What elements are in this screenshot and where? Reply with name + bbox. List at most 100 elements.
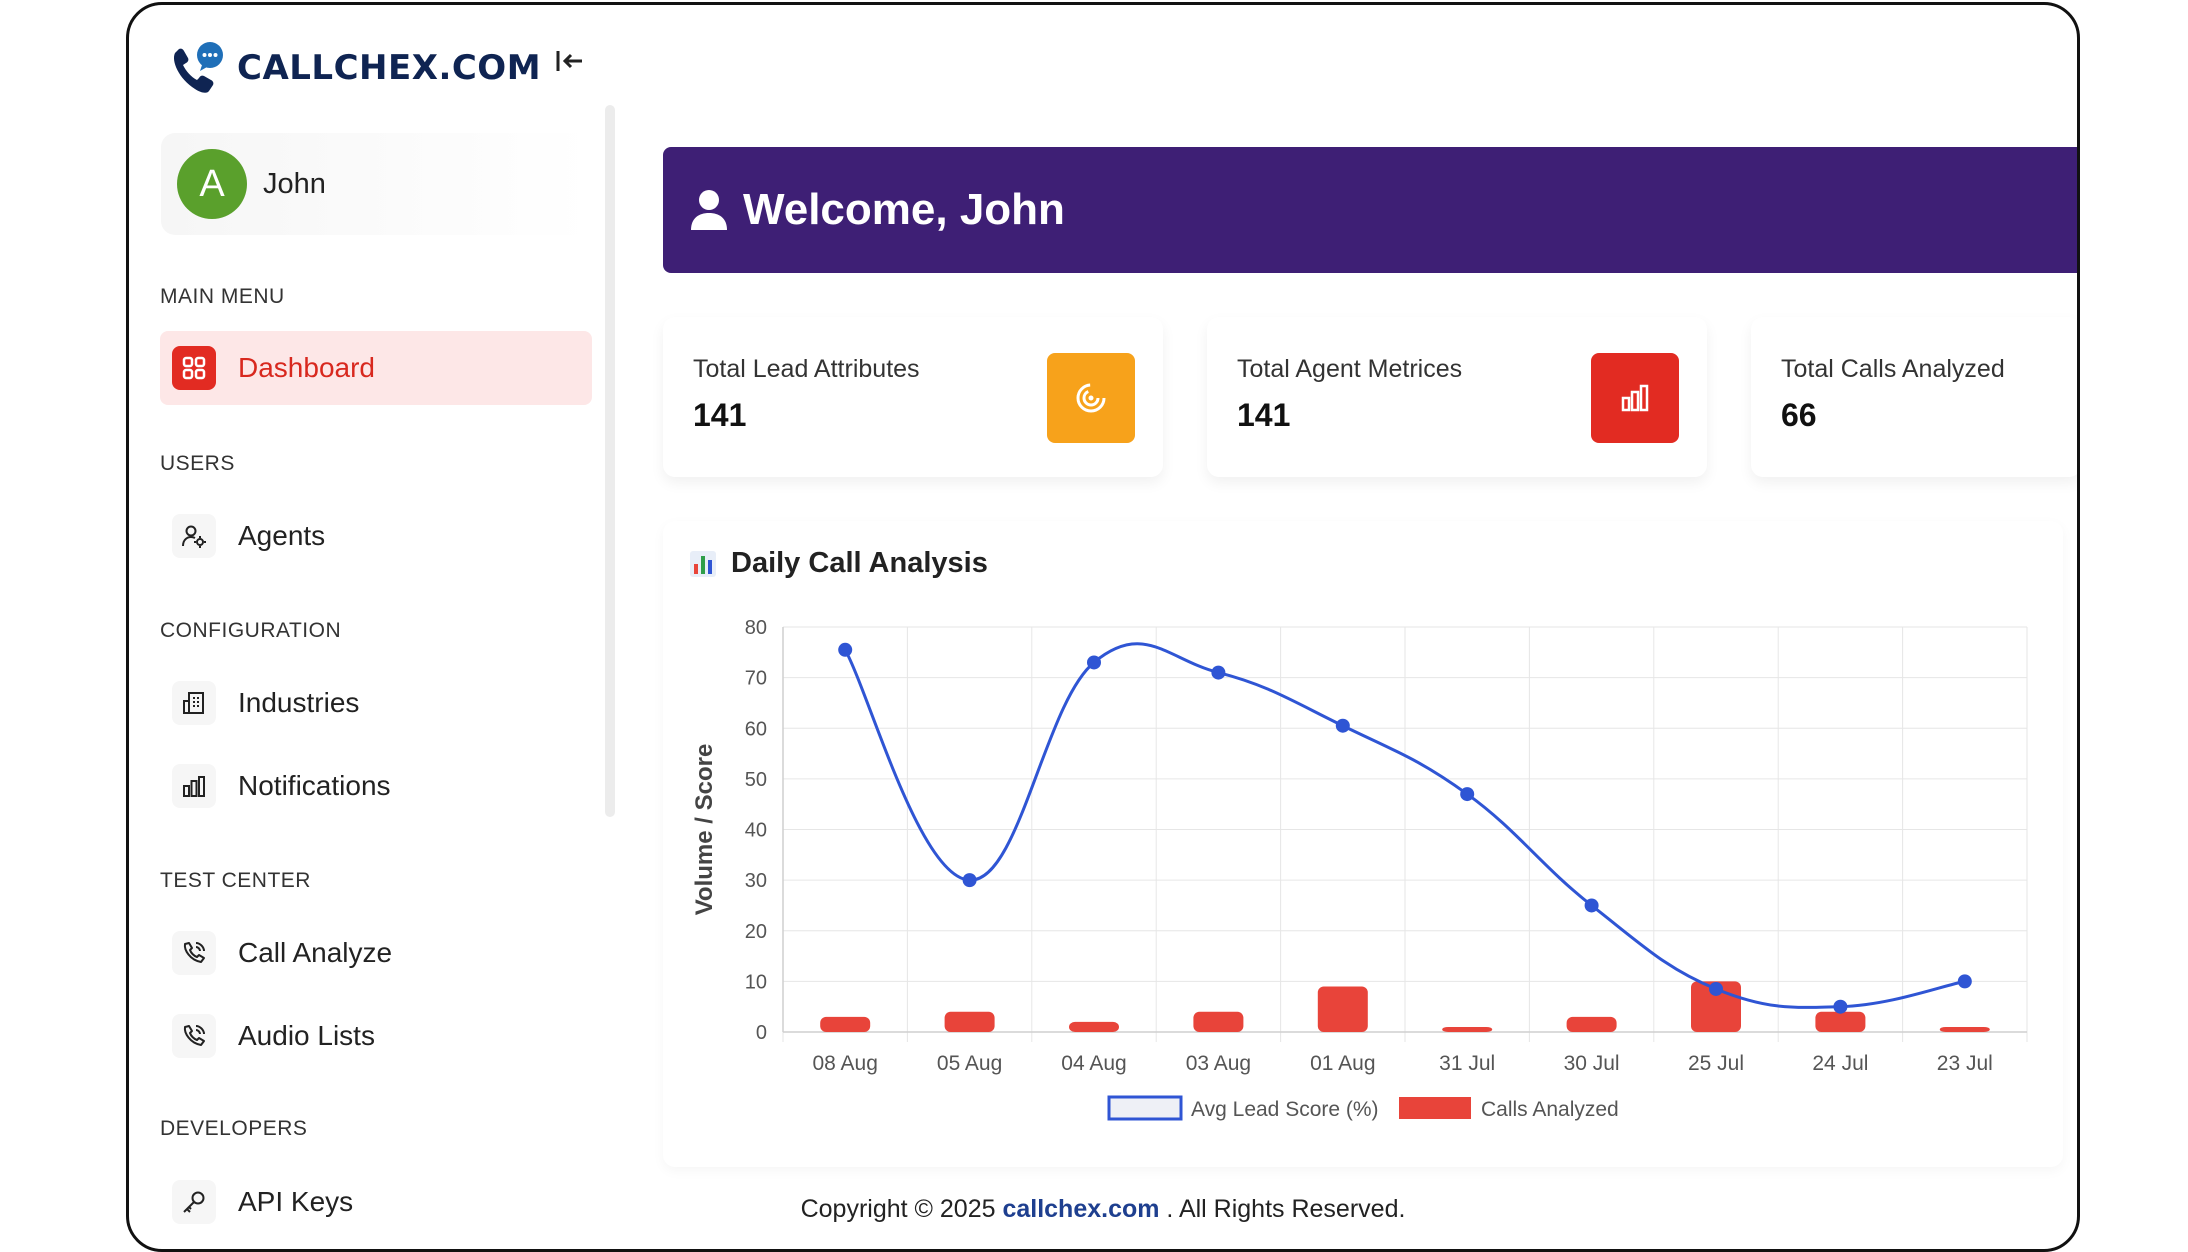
phone-chat-icon xyxy=(173,42,223,93)
point-avg-lead-score xyxy=(1709,981,1723,996)
sidebar-item-agents[interactable]: Agents xyxy=(160,499,592,573)
sidebar-item-label: Notifications xyxy=(238,770,391,801)
legend-swatch-avg-lead-score xyxy=(1107,1095,1183,1121)
point-avg-lead-score xyxy=(1211,665,1226,680)
y-tick-label: 80 xyxy=(745,617,767,639)
x-tick-label: 31 Jul xyxy=(1439,1052,1495,1075)
y-tick-label: 30 xyxy=(745,870,767,892)
sidebar-item-label: Audio Lists xyxy=(238,1020,375,1051)
sidebar-item-dashboard[interactable]: Dashboard xyxy=(160,331,592,405)
stat-card-agent-metrices: Total Agent Metrices 141 xyxy=(1207,317,1707,477)
user-settings-icon xyxy=(172,514,216,558)
user-name: John xyxy=(263,167,326,200)
sidebar-item-notifications[interactable]: Notifications xyxy=(160,749,592,823)
key-icon xyxy=(172,1180,216,1224)
sidebar-item-label: Agents xyxy=(238,520,326,551)
daily-call-analysis-chart[interactable]: 0 10 20 30 40 50 60 70 80 08 Aug 05 Aug 04 Aug 03 Au… xyxy=(129,5,2077,1249)
bar-calls-analyzed xyxy=(1442,1026,1493,1032)
sidebar-item-industries[interactable]: Industries xyxy=(160,666,592,740)
point-avg-lead-score xyxy=(1460,787,1475,802)
point-avg-lead-score xyxy=(838,642,853,657)
x-tick-label: 05 Aug xyxy=(937,1052,1002,1075)
sidebar-scrollbar[interactable] xyxy=(605,105,615,817)
stat-label: Total Agent Metrices xyxy=(1237,355,1463,383)
x-tick-label: 08 Aug xyxy=(812,1052,877,1075)
brand-name: CALLCHEX.COM xyxy=(237,48,542,88)
stat-label: Total Lead Attributes xyxy=(693,355,920,383)
x-tick-label: 03 Aug xyxy=(1186,1052,1251,1075)
bar-calls-analyzed xyxy=(1193,1011,1244,1032)
collapse-sidebar-icon[interactable] xyxy=(555,47,585,83)
bar-chart-emoji-icon xyxy=(690,550,716,577)
x-tick-label: 23 Jul xyxy=(1937,1052,1993,1075)
legend-label: Avg Lead Score (%) xyxy=(1191,1098,1379,1121)
phone-signal-icon xyxy=(172,931,216,975)
app-window: CALLCHEX.COM A John MAIN MENU Dashboard … xyxy=(126,2,2080,1252)
welcome-banner: Welcome, John xyxy=(663,147,2077,273)
user-icon xyxy=(691,190,727,230)
sidebar-item-api-keys[interactable]: API Keys xyxy=(160,1165,592,1239)
dashboard-icon xyxy=(172,346,216,390)
point-avg-lead-score xyxy=(1335,718,1350,733)
stat-value: 141 xyxy=(1237,397,1291,433)
target-icon xyxy=(1047,353,1135,443)
bar-calls-analyzed xyxy=(1566,1016,1617,1032)
x-tick-label: 24 Jul xyxy=(1812,1052,1868,1075)
legend-label: Calls Analyzed xyxy=(1481,1098,1619,1121)
point-avg-lead-score xyxy=(962,873,977,888)
sidebar-item-label: API Keys xyxy=(238,1186,354,1217)
phone-signal-icon xyxy=(172,1014,216,1058)
point-avg-lead-score xyxy=(1584,898,1599,913)
y-tick-label: 60 xyxy=(745,718,767,740)
avatar: A xyxy=(177,149,247,219)
y-tick-label: 70 xyxy=(745,668,767,690)
chart-title-text: Daily Call Analysis xyxy=(731,547,988,579)
y-tick-label: 0 xyxy=(756,1022,767,1044)
y-axis-label: Volume / Score xyxy=(691,744,718,916)
sidebar-item-audio-lists[interactable]: Audio Lists xyxy=(160,999,592,1073)
section-test-center: TEST CENTER xyxy=(160,869,311,892)
stat-card-calls-analyzed: Total Calls Analyzed 66 xyxy=(1751,317,2077,477)
bar-calls-analyzed xyxy=(1069,1021,1119,1032)
bar-calls-analyzed xyxy=(820,1016,871,1032)
stat-value: 141 xyxy=(693,397,747,433)
section-users: USERS xyxy=(160,452,235,475)
y-tick-label: 10 xyxy=(745,971,767,993)
bar-calls-analyzed xyxy=(944,1011,995,1032)
y-tick-label: 50 xyxy=(745,769,767,791)
bar-calls-analyzed xyxy=(1815,1011,1866,1032)
chart-title: Daily Call Analysis xyxy=(689,547,988,580)
x-tick-label: 01 Aug xyxy=(1310,1052,1375,1075)
bar-chart-icon xyxy=(172,764,216,808)
bar-calls-analyzed xyxy=(1317,986,1368,1032)
copyright-text: Copyright © 2025 callchex.com . All Righ… xyxy=(129,1195,2077,1224)
y-tick-label: 40 xyxy=(745,820,767,842)
stat-card-lead-attributes: Total Lead Attributes 141 xyxy=(663,317,1163,477)
copyright-prefix: Copyright © 2025 xyxy=(800,1195,1003,1223)
x-tick-label: 04 Aug xyxy=(1061,1052,1126,1075)
sidebar-item-label: Call Analyze xyxy=(238,937,393,968)
bar-calls-analyzed xyxy=(1939,1026,1990,1032)
copyright-suffix: . All Rights Reserved. xyxy=(1159,1195,1406,1223)
point-avg-lead-score xyxy=(1833,999,1848,1014)
user-profile-card[interactable]: A John xyxy=(161,133,591,235)
sidebar-item-label: Dashboard xyxy=(238,352,375,383)
x-tick-label: 30 Jul xyxy=(1564,1052,1620,1075)
chart-card xyxy=(663,521,2063,1167)
sidebar-item-call-analyze[interactable]: Call Analyze xyxy=(160,916,592,990)
welcome-title: Welcome, John xyxy=(743,185,1065,234)
y-tick-label: 20 xyxy=(745,921,767,943)
brand-logo[interactable]: CALLCHEX.COM xyxy=(169,39,541,97)
point-avg-lead-score xyxy=(1957,974,1972,989)
sidebar-item-label: Industries xyxy=(238,687,360,718)
stat-label: Total Calls Analyzed xyxy=(1781,355,2005,383)
building-icon xyxy=(172,681,216,725)
footer-link[interactable]: callchex.com xyxy=(1002,1195,1160,1223)
bar-chart-icon xyxy=(1591,353,1679,443)
x-tick-label: 25 Jul xyxy=(1688,1052,1744,1075)
legend-swatch-calls-analyzed xyxy=(1399,1097,1471,1119)
stat-value: 66 xyxy=(1781,397,1817,433)
point-avg-lead-score xyxy=(1087,655,1101,670)
section-developers: DEVELOPERS xyxy=(160,1117,308,1140)
section-main-menu: MAIN MENU xyxy=(160,285,285,308)
